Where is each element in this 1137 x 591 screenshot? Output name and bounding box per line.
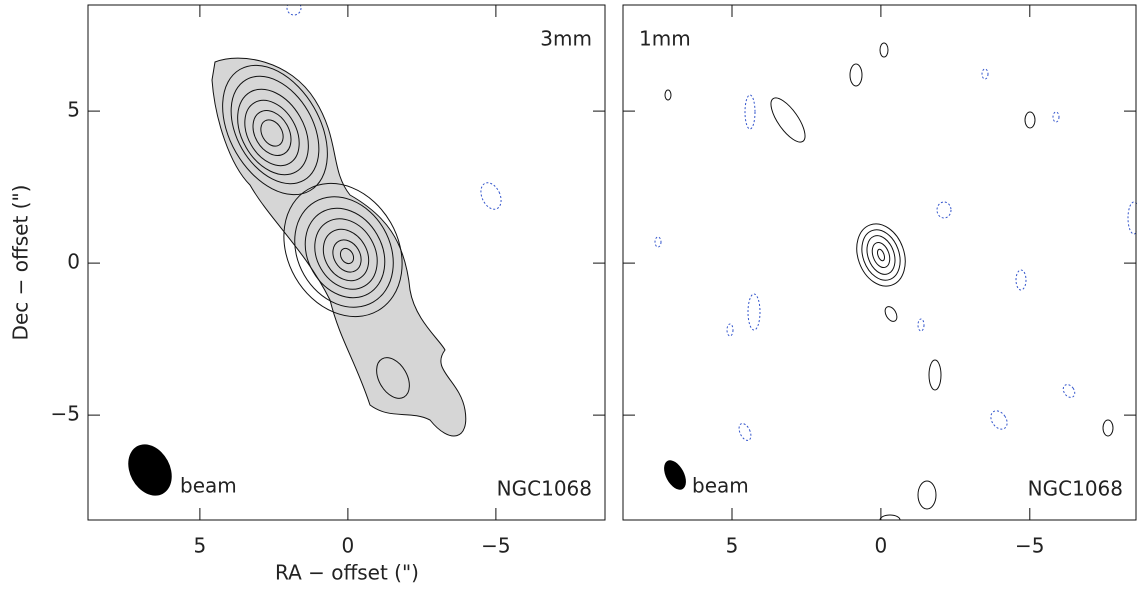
panel-label: 3mm [540, 27, 592, 51]
page: {"chart_data": [ {"type": "contour", "la… [0, 0, 1137, 591]
figure: 5 0 −5 −5 0 5 RA − offset (") Dec − offset (") 3… [0, 0, 1137, 587]
source-label: NGC1068 [1028, 477, 1123, 501]
y-tick-label: 5 [67, 98, 80, 122]
x-tick-label: 5 [194, 534, 207, 558]
x-axis-label: RA − offset (") [275, 561, 419, 585]
x-tick-label: 0 [342, 534, 355, 558]
plot-frame [623, 5, 1136, 520]
map-1mm [655, 43, 1137, 525]
beam [120, 437, 181, 503]
y-axis-label: Dec − offset (") [9, 185, 33, 341]
x-tick-label: −5 [481, 534, 510, 558]
map-3mm [120, 1, 505, 503]
y-tick-label: 0 [67, 250, 80, 274]
y-tick-label: −5 [51, 402, 80, 426]
x-tick-label: 0 [875, 534, 888, 558]
x-tick-label: 5 [726, 534, 739, 558]
source-label: NGC1068 [497, 477, 592, 501]
x-tick-label: −5 [1015, 534, 1044, 558]
beam-label: beam [180, 474, 237, 498]
beam [660, 457, 691, 494]
panel-label: 1mm [639, 27, 691, 51]
beam-label: beam [692, 474, 749, 498]
